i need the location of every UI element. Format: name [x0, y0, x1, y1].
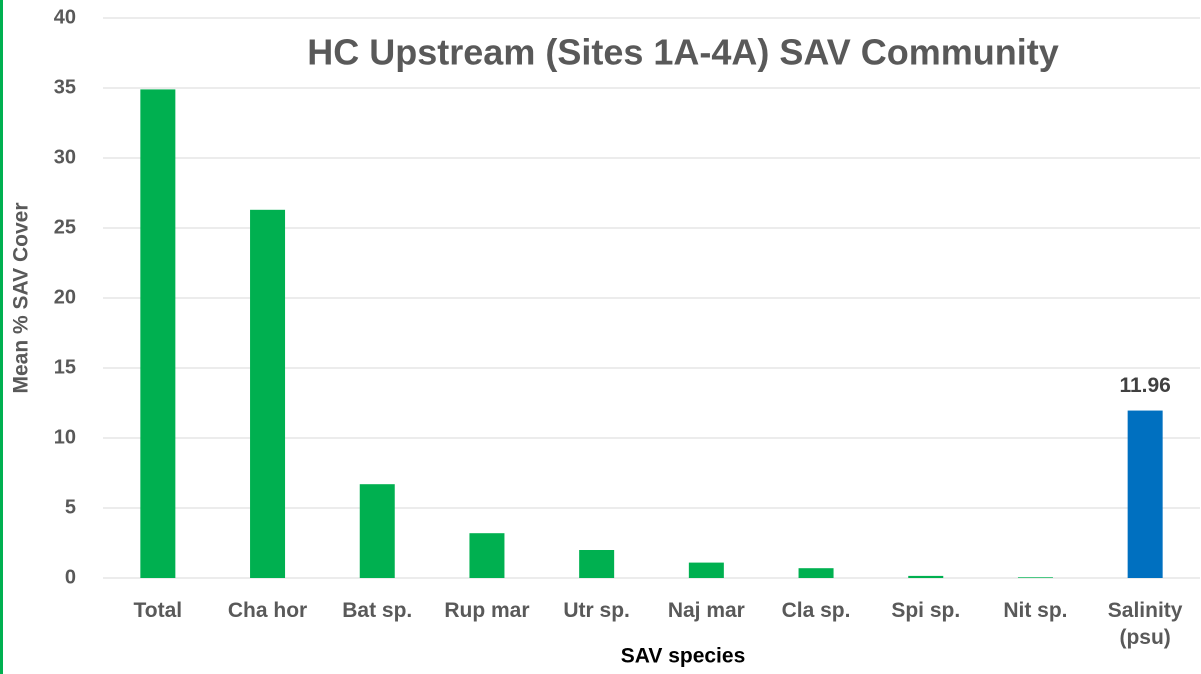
x-tick-label: Cla sp.: [781, 599, 851, 622]
bar: [250, 209, 286, 579]
bar: [908, 575, 944, 578]
x-axis-label: SAV species: [621, 645, 746, 668]
y-tick-label: 5: [65, 496, 76, 518]
y-tick-label: 10: [54, 426, 76, 448]
chart-title: HC Upstream (Sites 1A-4A) SAV Community: [307, 32, 1058, 73]
x-tick-label: Cha hor: [227, 599, 308, 622]
y-axis-label: Mean % SAV Cover: [10, 203, 33, 394]
y-tick-label: 25: [54, 216, 76, 238]
x-tick-label: Total: [133, 599, 183, 622]
data-label: 11.96: [1119, 374, 1170, 397]
bar: [469, 533, 505, 578]
y-tick-label: 30: [54, 146, 76, 168]
x-tick-label: Naj mar: [667, 599, 745, 622]
x-tick-label: Rup mar: [444, 599, 530, 622]
x-tick-label: Bat sp.: [342, 599, 413, 622]
bar: [579, 550, 615, 578]
bar: [798, 568, 834, 578]
left-border: [0, 0, 3, 674]
x-tick-label: Spi sp.: [891, 599, 961, 622]
y-tick-label: 40: [54, 6, 76, 28]
x-tick-label: Nit sp.: [1003, 599, 1068, 622]
bar: [1017, 577, 1053, 578]
y-tick-label: 0: [65, 566, 76, 588]
y-tick-label: 35: [54, 76, 76, 98]
bar: [140, 89, 176, 579]
bar: [688, 562, 724, 578]
x-tick-label: Utr sp.: [563, 599, 630, 622]
y-tick-label: 15: [54, 356, 76, 378]
bar: [1127, 410, 1163, 578]
x-tick-label: Salinity (psu): [1107, 599, 1183, 649]
y-tick-label: 20: [54, 286, 76, 308]
bar: [359, 484, 395, 578]
